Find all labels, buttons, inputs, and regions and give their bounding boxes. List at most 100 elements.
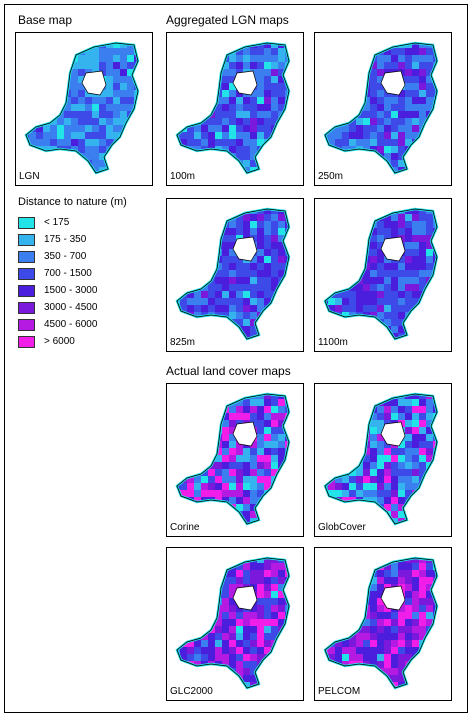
raster-cell <box>377 69 384 76</box>
raster-cell <box>215 167 222 173</box>
raster-cell <box>243 668 250 675</box>
raster-cell <box>127 48 134 55</box>
raster-cell <box>328 399 335 406</box>
raster-cell <box>325 291 328 298</box>
raster-cell <box>180 675 187 682</box>
raster-cell <box>92 146 99 153</box>
raster-cell <box>342 209 349 214</box>
raster-cell <box>342 104 349 111</box>
raster-cell <box>208 668 215 675</box>
raster-cell <box>264 118 271 125</box>
raster-cell <box>278 448 285 455</box>
raster-cell <box>342 504 349 511</box>
raster-cell <box>278 518 285 524</box>
raster-cell <box>180 647 187 654</box>
raster-cell <box>356 448 363 455</box>
raster-cell <box>285 291 289 298</box>
raster-cell <box>229 160 236 167</box>
raster-cell <box>356 62 363 69</box>
raster-cell <box>285 160 289 167</box>
raster-cell <box>370 518 377 524</box>
raster-cell <box>384 668 391 675</box>
raster-cell <box>426 235 433 242</box>
raster-cell <box>335 319 342 326</box>
raster-cell <box>285 312 289 319</box>
raster-cell <box>222 256 229 263</box>
raster-cell <box>370 448 377 455</box>
raster-cell <box>377 132 384 139</box>
raster-cell <box>222 591 229 598</box>
raster-cell <box>328 511 335 518</box>
raster-cell <box>215 132 222 139</box>
raster-cell <box>187 249 194 256</box>
raster-cell <box>57 167 64 173</box>
raster-cell <box>356 228 363 235</box>
raster-cell <box>398 256 405 263</box>
raster-cell <box>384 62 391 69</box>
raster-cell <box>328 242 335 249</box>
raster-cell <box>370 125 377 132</box>
raster-cell <box>412 146 419 153</box>
raster-cell <box>177 427 180 434</box>
raster-cell <box>433 518 437 524</box>
raster-cell <box>50 167 57 173</box>
raster-cell <box>278 340 285 347</box>
raster-cell <box>106 111 113 118</box>
raster-cell <box>384 570 391 577</box>
raster-cell <box>349 511 356 518</box>
raster-cell <box>127 76 134 83</box>
raster-cell <box>141 167 148 174</box>
raster-cell <box>349 340 356 347</box>
raster-cell <box>222 160 229 167</box>
raster-cell <box>278 455 285 462</box>
raster-cell <box>208 90 215 97</box>
raster-cell <box>412 511 419 518</box>
raster-cell <box>335 97 342 104</box>
raster-cell <box>370 277 377 284</box>
raster-cell <box>398 298 405 305</box>
raster-cell <box>363 504 370 511</box>
raster-cell <box>285 640 289 647</box>
raster-cell <box>440 675 447 682</box>
raster-cell <box>264 167 271 173</box>
raster-cell <box>349 76 356 83</box>
raster-cell <box>271 570 278 577</box>
raster-cell <box>264 55 271 62</box>
raster-cell <box>278 319 285 326</box>
raster-cell <box>363 104 370 111</box>
raster-cell <box>325 90 328 97</box>
raster-cell <box>398 125 405 132</box>
raster-cell <box>440 483 447 490</box>
raster-cell <box>278 270 285 277</box>
raster-cell <box>78 118 85 125</box>
map-panel-250m: 250m <box>314 32 452 186</box>
raster-cell <box>328 55 335 62</box>
raster-cell <box>208 118 215 125</box>
raster-cell <box>208 76 215 83</box>
raster-cell <box>285 125 289 132</box>
raster-cell <box>370 263 377 270</box>
raster-cell <box>187 476 194 483</box>
raster-cell <box>440 476 447 483</box>
raster-cell <box>180 668 187 675</box>
raster-cell <box>215 633 222 640</box>
raster-cell <box>50 132 57 139</box>
raster-cell <box>370 661 377 668</box>
raster-cell <box>257 413 264 420</box>
raster-cell <box>328 394 335 399</box>
raster-cell <box>36 69 43 76</box>
raster-cell <box>384 394 391 399</box>
raster-cell <box>229 441 236 448</box>
raster-cell <box>335 305 342 312</box>
raster-cell <box>177 661 180 668</box>
raster-cell <box>370 427 377 434</box>
raster-cell <box>384 654 391 661</box>
raster-cell <box>433 326 437 333</box>
raster-cell <box>127 97 134 104</box>
raster-cell <box>278 647 285 654</box>
raster-cell <box>250 668 257 675</box>
raster-cell <box>236 312 243 319</box>
raster-cell <box>187 69 194 76</box>
raster-cell <box>433 111 437 118</box>
raster-cell <box>292 284 299 291</box>
